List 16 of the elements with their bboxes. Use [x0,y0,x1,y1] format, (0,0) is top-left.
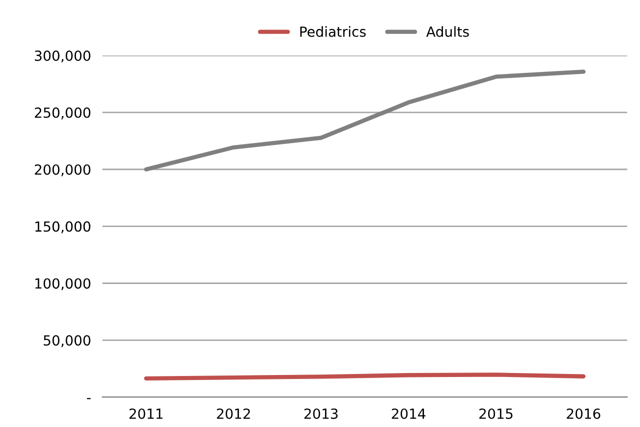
legend-label: Pediatrics [300,26,366,37]
line-series [144,70,586,172]
y-tick-label: 200,000 [34,164,90,176]
y-tick-label: - [86,398,91,400]
x-tick-label: 2012 [216,408,250,419]
x-tick-label: 2015 [479,408,512,419]
x-tick-label: 2016 [566,408,600,419]
y-tick-label: 100,000 [35,278,90,290]
y-tick-label: 50,000 [44,335,90,348]
y-tick-label: 150,000 [35,221,90,234]
y-tick-label: 250,000 [34,107,90,120]
x-tick-label: 2013 [304,408,338,419]
x-tick-label: 2011 [129,408,163,419]
x-tick-label: 2014 [392,408,426,419]
y-tick-label: 300,000 [34,50,90,62]
legend-label: Adults [426,26,469,37]
